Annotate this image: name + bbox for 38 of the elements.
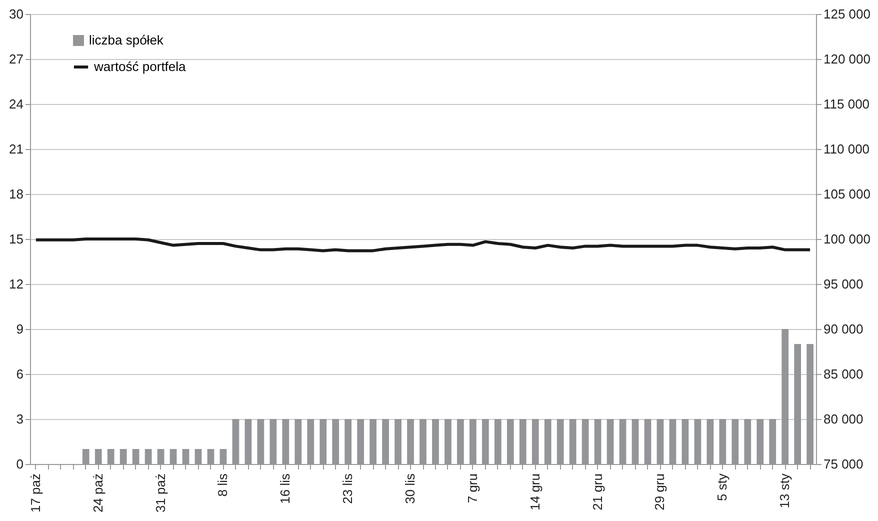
y-tick-label: 3	[16, 412, 24, 426]
x-tick-label: 14 gru	[527, 474, 542, 510]
line-series	[34, 238, 812, 252]
legend-label: liczba spółek	[89, 32, 164, 48]
y2-tick-label: 110 000	[824, 142, 870, 156]
y2-tick-label: 75 000	[824, 456, 864, 472]
y-tick-label: 15	[9, 232, 24, 246]
y2-tick-label: 105 000	[824, 186, 870, 202]
y2-tick-label: 115 000	[824, 96, 870, 112]
x-tick-label: 30 lis	[402, 473, 418, 504]
y-tick-label: 6	[16, 366, 24, 382]
legend-label: wartość portfela	[93, 59, 187, 74]
y2-tick-label: 90 000	[824, 322, 864, 336]
y-tick-label: 27	[9, 52, 24, 66]
x-tick-label: 31 paż	[152, 474, 168, 513]
x-tick-label: 29 gru	[652, 474, 668, 510]
y2-tick-label: 125 000	[824, 6, 870, 22]
y-tick-label: 0	[16, 456, 24, 472]
x-tick-label: 7 gru	[464, 474, 480, 504]
y-tick-label: 30	[9, 6, 24, 22]
y-tick-label: 24	[9, 96, 24, 112]
y-tick-label: 12	[9, 276, 24, 292]
x-tick-label: 5 sty	[714, 473, 730, 501]
x-tick-label: 8 lis	[215, 473, 230, 497]
x-tick-label: 17 paż	[28, 474, 43, 513]
y-tick-label: 21	[9, 142, 24, 156]
y-tick-label: 9	[16, 322, 24, 336]
y-tick-label: 18	[9, 186, 24, 202]
x-tick-label: 13 sty	[777, 473, 792, 508]
y2-tick-label: 120 000	[824, 52, 870, 66]
y2-tick-label: 100 000	[824, 232, 870, 246]
x-tick-label: 21 gru	[590, 474, 605, 510]
x-tick-label: 16 lis	[278, 473, 293, 504]
y2-tick-label: 95 000	[824, 276, 864, 292]
y2-tick-label: 80 000	[824, 412, 864, 426]
x-tick-label: 24 paż	[90, 474, 106, 513]
y2-tick-label: 85 000	[824, 366, 864, 382]
x-tick-label: 23 lis	[340, 473, 356, 504]
